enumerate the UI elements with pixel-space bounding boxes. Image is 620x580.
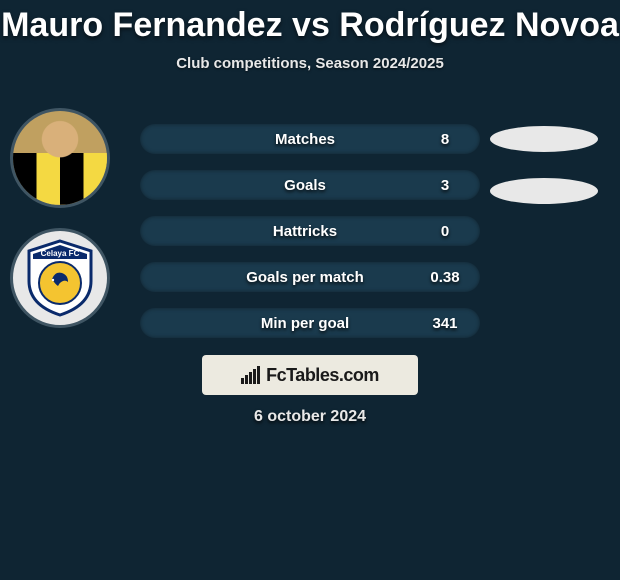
stat-label: Goals (140, 177, 410, 194)
avatar-club-badge: Celaya FC (10, 228, 110, 328)
stat-value-left: 3 (410, 177, 480, 194)
stat-row-goals-per-match: Goals per match0.38 (140, 262, 480, 292)
stat-label: Goals per match (140, 269, 410, 286)
stat-row-hattricks: Hattricks0 (140, 216, 480, 246)
stat-row-matches: Matches8 (140, 124, 480, 154)
stat-row-min-per-goal: Min per goal341 (140, 308, 480, 338)
stat-label: Hattricks (140, 223, 410, 240)
svg-text:Celaya FC: Celaya FC (41, 249, 80, 258)
avatar-player-left (10, 108, 110, 208)
stat-value-left: 8 (410, 131, 480, 148)
page-title: Mauro Fernandez vs Rodríguez Novoa (0, 0, 620, 45)
footer-date: 6 october 2024 (0, 408, 620, 426)
right-value-ellipse (490, 178, 598, 204)
right-value-ellipse (490, 126, 598, 152)
stat-row-goals: Goals3 (140, 170, 480, 200)
branding-text: FcTables.com (266, 365, 379, 386)
stat-label: Min per goal (140, 315, 410, 332)
stat-value-left: 0 (410, 223, 480, 240)
stat-value-left: 341 (410, 315, 480, 332)
stat-value-left: 0.38 (410, 269, 480, 286)
player-avatars: Celaya FC (10, 108, 120, 328)
page-subtitle: Club competitions, Season 2024/2025 (0, 55, 620, 72)
stat-label: Matches (140, 131, 410, 148)
celaya-fc-badge-icon: Celaya FC (25, 239, 95, 317)
chart-bars-icon (241, 366, 260, 384)
fctables-branding[interactable]: FcTables.com (202, 355, 418, 395)
